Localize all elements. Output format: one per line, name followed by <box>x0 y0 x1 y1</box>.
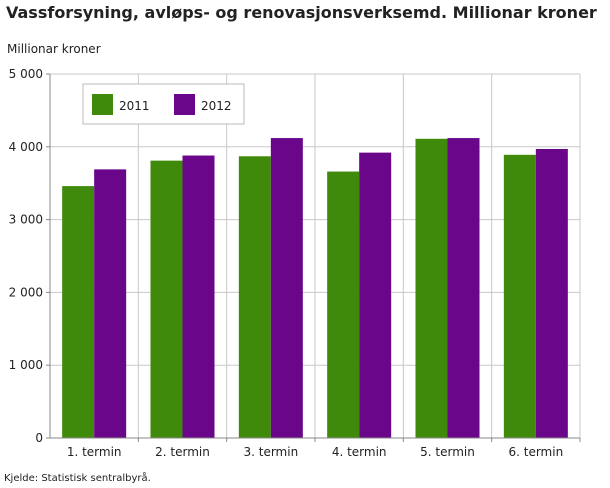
bar-2011-1 <box>62 186 95 438</box>
legend-label-2012: 2012 <box>201 99 232 113</box>
y-tick-label: 1 000 <box>9 358 43 372</box>
bar-2011-4 <box>327 171 360 438</box>
axes: 0 1 000 2 000 3 000 4 000 5 000 1. termin 2. te… <box>9 67 581 459</box>
bar-2011-3 <box>238 156 271 438</box>
x-tick-label: 3. termin <box>243 445 298 459</box>
bar-2011-6 <box>503 154 536 439</box>
legend: 2011 2012 <box>82 83 245 125</box>
source-note: Kjelde: Statistisk sentralbyrå. <box>4 473 151 484</box>
legend-label-2011: 2011 <box>119 99 150 113</box>
bar-2011-2 <box>150 160 183 438</box>
x-tick-label: 5. termin <box>420 445 475 459</box>
legend-swatch-2011 <box>92 94 113 115</box>
bar-2012-3 <box>270 138 303 438</box>
y-tick-label: 5 000 <box>9 67 43 81</box>
x-tick-label: 4. termin <box>332 445 387 459</box>
bar-2012-5 <box>447 138 480 438</box>
y-tick-label: 3 000 <box>9 213 43 227</box>
y-tick-label: 4 000 <box>9 140 43 154</box>
bar-2011-5 <box>415 138 448 439</box>
bars <box>62 138 568 439</box>
bar-2012-6 <box>535 148 568 438</box>
y-tick-label: 0 <box>35 431 43 445</box>
x-tick-label: 2. termin <box>155 445 210 459</box>
x-tick-label: 6. termin <box>508 445 563 459</box>
bar-2012-1 <box>94 169 127 439</box>
bar-2012-4 <box>359 152 392 438</box>
y-axis-label: Millionar kroner <box>7 42 101 56</box>
bar-2012-2 <box>182 155 215 438</box>
chart-title: Vassforsyning, avløps- og renovasjonsver… <box>6 3 597 22</box>
grid-lines <box>50 73 581 438</box>
x-tick-label: 1. termin <box>67 445 122 459</box>
y-tick-label: 2 000 <box>9 285 43 299</box>
legend-swatch-2012 <box>174 94 195 115</box>
